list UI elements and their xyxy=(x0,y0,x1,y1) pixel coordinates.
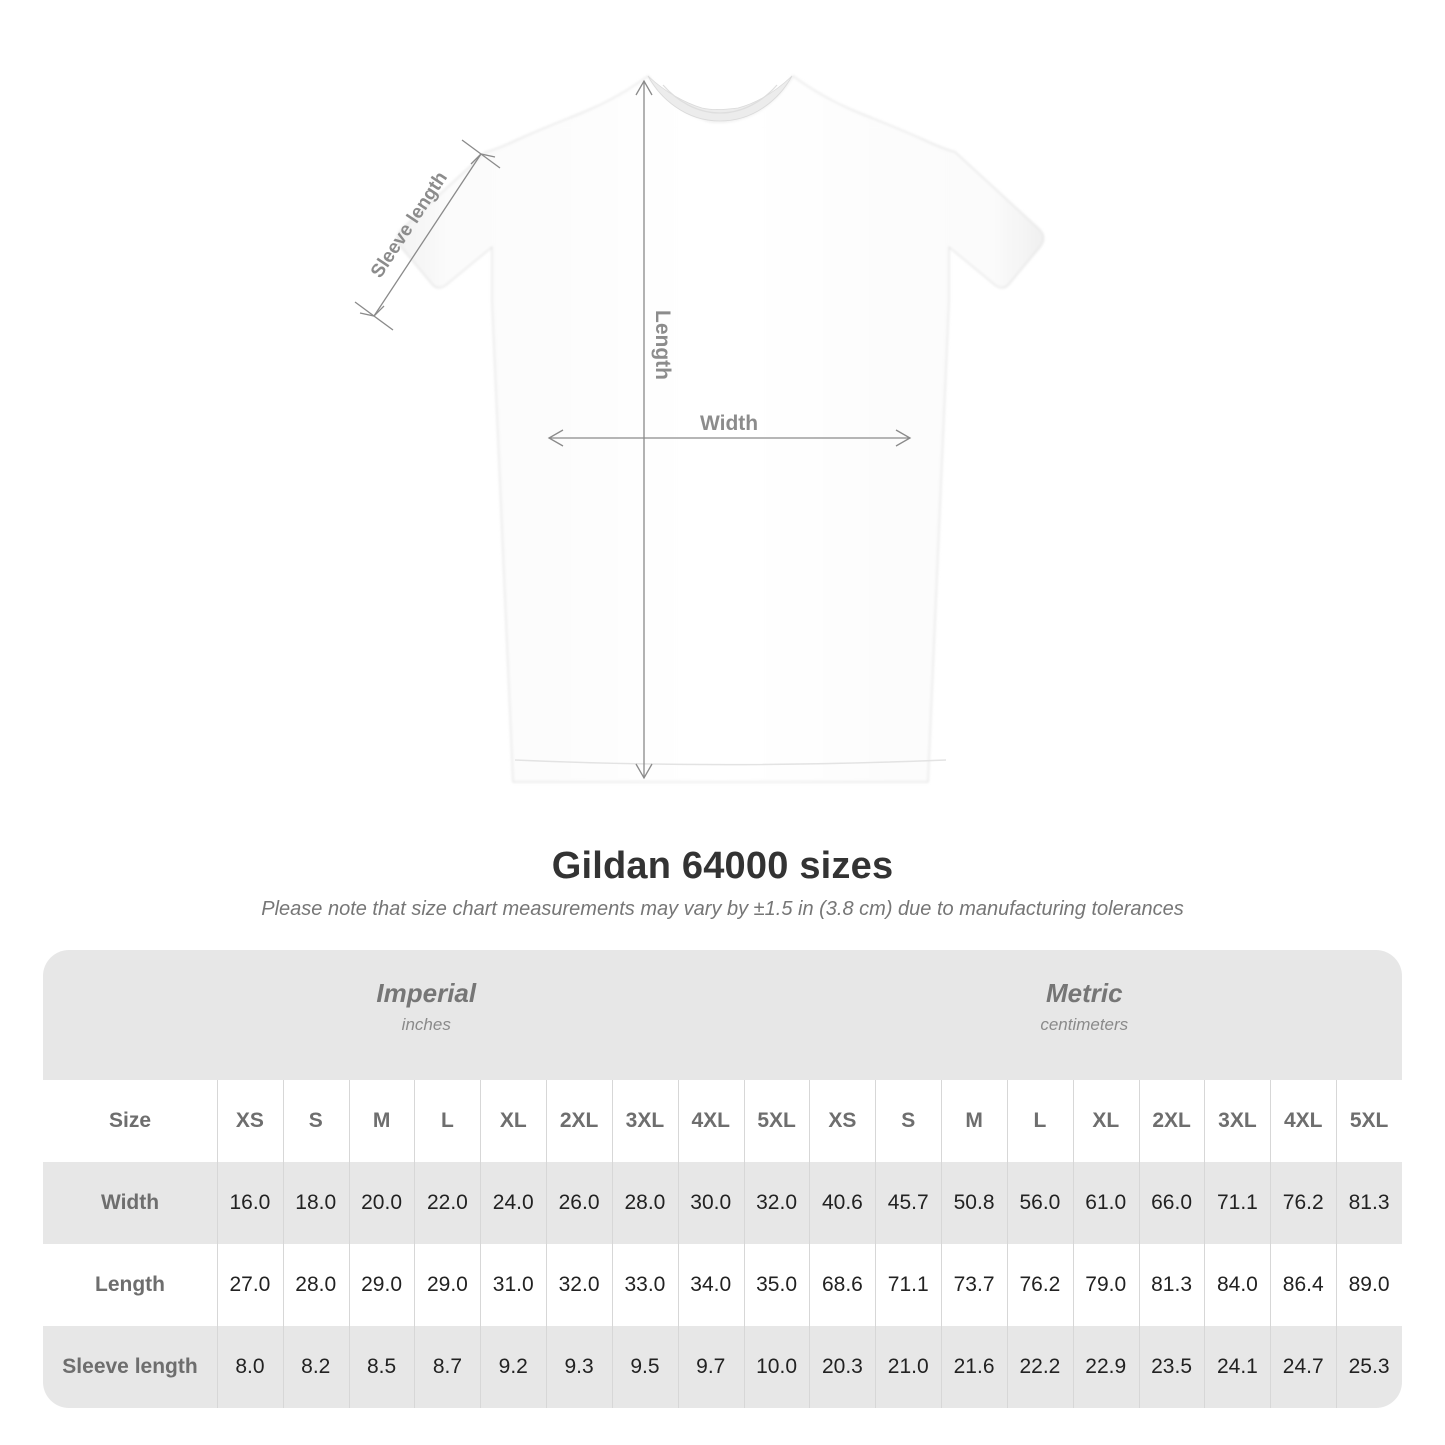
svg-text:Length: Length xyxy=(651,310,674,380)
svg-text:Width: Width xyxy=(700,412,758,435)
